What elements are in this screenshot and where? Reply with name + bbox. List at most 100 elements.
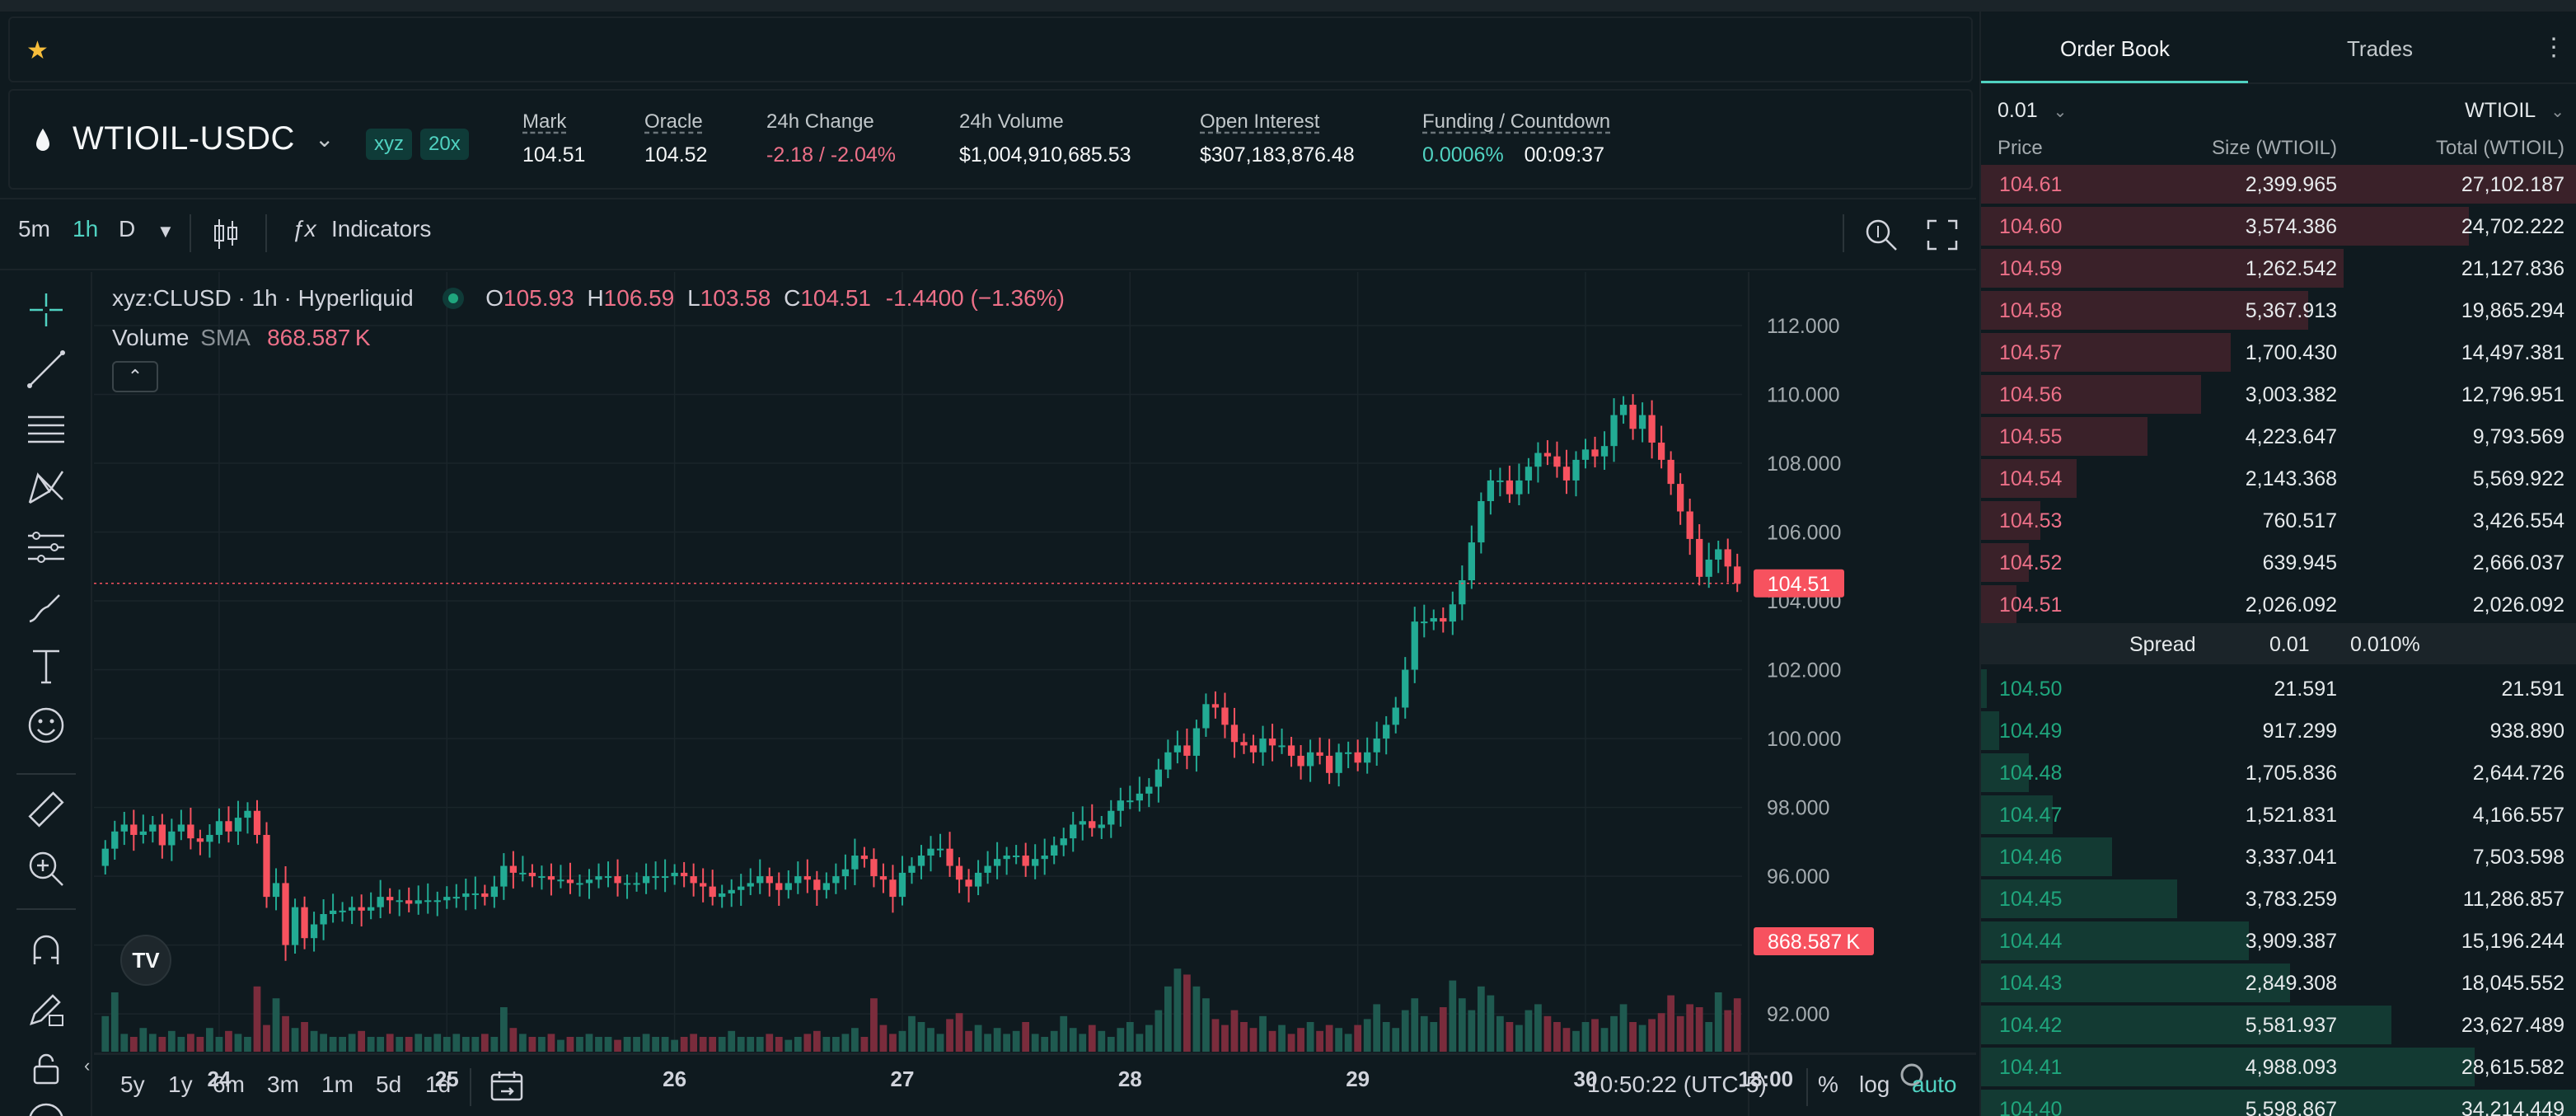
open-interest-label[interactable]: Open Interest xyxy=(1200,110,1320,133)
ask-row[interactable]: 104.60 3,574.386 24,702.222 xyxy=(1981,205,2576,247)
horizontal-lines-icon[interactable] xyxy=(25,407,68,450)
ruler-icon[interactable] xyxy=(25,788,68,831)
ask-row[interactable]: 104.57 1,700.430 14,497.381 xyxy=(1981,331,2576,373)
settings-gear-icon[interactable] xyxy=(1900,1063,1923,1086)
bid-row[interactable]: 104.46 3,337.041 7,503.598 xyxy=(1981,836,2576,878)
range-5y[interactable]: 5y xyxy=(120,1071,145,1097)
tab-trades[interactable]: Trades xyxy=(2347,36,2413,61)
volume-bar xyxy=(652,1037,659,1052)
range-1y[interactable]: 1y xyxy=(168,1071,193,1097)
bid-row[interactable]: 104.43 2,849.308 18,045.552 xyxy=(1981,962,2576,1004)
brush-icon[interactable] xyxy=(25,585,68,628)
volume-bar xyxy=(1695,1007,1703,1052)
auto-toggle[interactable]: auto xyxy=(1912,1071,1957,1097)
volume-bar xyxy=(272,998,280,1052)
goto-date-icon[interactable] xyxy=(489,1070,524,1103)
range-6m[interactable]: 6m xyxy=(213,1071,245,1097)
tick-size-select[interactable]: 0.01 ⌄ xyxy=(1998,99,2067,123)
bid-size: 917.299 xyxy=(2262,720,2337,743)
range-1d[interactable]: 1d xyxy=(425,1071,452,1097)
bid-row[interactable]: 104.47 1,521.831 4,166.557 xyxy=(1981,794,2576,836)
range-1m[interactable]: 1m xyxy=(321,1071,354,1097)
ask-row[interactable]: 104.61 2,399.965 27,102.187 xyxy=(1981,163,2576,205)
trendline-icon[interactable] xyxy=(25,348,68,391)
volume-bar xyxy=(1335,1028,1343,1052)
volume-bar xyxy=(101,1015,110,1052)
pattern-icon[interactable] xyxy=(25,467,68,509)
candles-icon[interactable] xyxy=(211,218,241,251)
candle-body xyxy=(1325,755,1333,773)
bid-total: 7,503.598 xyxy=(2472,846,2564,869)
bid-row[interactable]: 104.40 5,598.867 34,214.449 xyxy=(1981,1088,2576,1116)
chevron-down-icon[interactable]: ⌄ xyxy=(315,126,335,152)
lock-icon[interactable] xyxy=(25,1047,68,1090)
mark-label[interactable]: Mark xyxy=(522,110,567,133)
candle-body xyxy=(1677,484,1684,512)
ask-row[interactable]: 104.58 5,367.913 19,865.294 xyxy=(1981,289,2576,331)
volume-bar xyxy=(1373,1004,1381,1052)
range-3m[interactable]: 3m xyxy=(267,1071,299,1097)
col-size-header: Size (WTIOIL) xyxy=(2211,137,2337,159)
chevron-down-icon[interactable]: ▼ xyxy=(157,221,175,241)
funding-label[interactable]: Funding / Countdown xyxy=(1422,110,1611,133)
volume-bar xyxy=(1230,1010,1239,1052)
collapse-toolbar-icon[interactable]: ‹ xyxy=(84,1055,91,1076)
bid-total: 11,286.857 xyxy=(2462,888,2564,911)
emoji-icon[interactable] xyxy=(25,704,68,747)
collapse-legend-button[interactable]: ⌃ xyxy=(112,361,158,392)
tradingview-logo[interactable]: TV xyxy=(120,935,171,986)
ask-row[interactable]: 104.54 2,143.368 5,569.922 xyxy=(1981,457,2576,499)
bid-row[interactable]: 104.48 1,705.836 2,644.726 xyxy=(1981,752,2576,794)
range-5d[interactable]: 5d xyxy=(376,1071,402,1097)
log-toggle[interactable]: log xyxy=(1859,1071,1890,1097)
bid-row[interactable]: 104.44 3,909.387 15,196.244 xyxy=(1981,920,2576,962)
interval-d[interactable]: D xyxy=(119,216,136,241)
candle-body xyxy=(1117,800,1124,811)
fullscreen-icon[interactable] xyxy=(1927,219,1958,251)
clock-display[interactable]: 10:50:22 (UTC-5) xyxy=(1587,1071,1767,1097)
ask-depth-bar xyxy=(1981,165,2576,204)
market-symbol[interactable]: WTIOIL-USDC xyxy=(73,120,295,157)
interval-1h[interactable]: 1h xyxy=(73,216,99,241)
ask-total: 5,569.922 xyxy=(2472,467,2564,490)
chart-legend: xyz:CLUSD · 1h · Hyperliquid O105.93 H10… xyxy=(112,285,1065,312)
bid-row[interactable]: 104.45 3,783.259 11,286.857 xyxy=(1981,878,2576,920)
drawing-toolbar: ‹ xyxy=(0,272,92,1116)
ask-row[interactable]: 104.55 4,223.647 9,793.569 xyxy=(1981,415,2576,457)
tab-order-book[interactable]: Order Book xyxy=(2060,36,2170,61)
candle-body xyxy=(1581,449,1590,460)
text-icon[interactable] xyxy=(25,645,68,687)
ask-row[interactable]: 104.52 639.945 2,666.037 xyxy=(1981,542,2576,584)
bid-price: 104.48 xyxy=(1999,762,2063,785)
function-icon[interactable]: ƒx xyxy=(292,216,316,241)
lock-pen-icon[interactable] xyxy=(25,987,68,1030)
more-vertical-icon[interactable]: ⋮ xyxy=(2541,34,2566,61)
oracle-label[interactable]: Oracle xyxy=(644,110,703,133)
bid-row[interactable]: 104.50 21.591 21.591 xyxy=(1981,668,2576,710)
volume-bar xyxy=(604,1037,612,1052)
bid-row[interactable]: 104.42 5,581.937 23,627.489 xyxy=(1981,1004,2576,1046)
crosshair-icon[interactable] xyxy=(25,288,68,331)
ask-row[interactable]: 104.53 760.517 3,426.554 xyxy=(1981,499,2576,542)
zoom-search-icon[interactable] xyxy=(1864,218,1899,252)
magnet-icon[interactable] xyxy=(25,928,68,971)
ask-row[interactable]: 104.56 3,003.382 12,796.951 xyxy=(1981,373,2576,415)
asset-value: WTIOIL xyxy=(2465,99,2536,122)
zoom-in-icon[interactable] xyxy=(25,847,68,890)
ask-row[interactable]: 104.51 2,026.092 2,026.092 xyxy=(1981,584,2576,626)
candle-body xyxy=(822,883,831,890)
percent-toggle[interactable]: % xyxy=(1818,1071,1838,1097)
candle-body xyxy=(642,876,650,884)
bid-row[interactable]: 104.49 917.299 938.890 xyxy=(1981,710,2576,752)
ask-row[interactable]: 104.59 1,262.542 21,127.836 xyxy=(1981,247,2576,289)
leverage-badge[interactable]: 20x xyxy=(420,129,469,160)
eye-icon[interactable] xyxy=(25,1100,68,1116)
interval-5m[interactable]: 5m xyxy=(18,216,50,241)
asset-select[interactable]: WTIOIL ⌄ xyxy=(2465,99,2564,123)
star-icon[interactable]: ★ xyxy=(26,37,49,64)
candle-body xyxy=(339,910,346,912)
indicators-button[interactable]: Indicators xyxy=(331,216,432,241)
fib-icon[interactable] xyxy=(25,526,68,569)
bid-row[interactable]: 104.41 4,988.093 28,615.582 xyxy=(1981,1046,2576,1088)
price-chart[interactable]: 112.000110.000108.000106.000104.000102.0… xyxy=(94,272,1976,1116)
